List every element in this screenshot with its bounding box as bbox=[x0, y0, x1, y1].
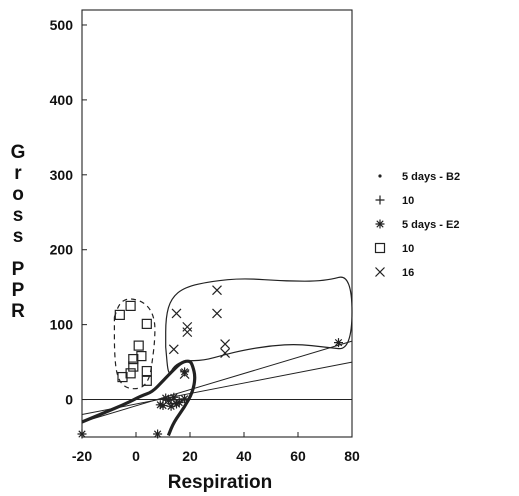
regression-line bbox=[81, 340, 353, 423]
y-tick-label: 100 bbox=[50, 317, 74, 333]
lower-envelope bbox=[81, 359, 197, 437]
y-axis-title-letter: r bbox=[14, 163, 22, 184]
data-point-square bbox=[125, 300, 136, 312]
data-point-asterisk bbox=[158, 401, 168, 411]
data-point-square bbox=[128, 361, 139, 372]
y-tick-label: 0 bbox=[65, 392, 73, 408]
x-tick-label: 80 bbox=[344, 448, 360, 464]
data-point-x bbox=[182, 321, 193, 332]
y-axis-title-letter: o bbox=[12, 184, 24, 205]
y-axis-title-letter: P bbox=[12, 259, 25, 280]
dashed-envelope bbox=[113, 298, 156, 390]
legend-marker-plus bbox=[375, 195, 385, 205]
data-point-x bbox=[171, 308, 182, 319]
y-axis-title-letter: s bbox=[13, 226, 24, 247]
y-tick-label: 300 bbox=[50, 167, 74, 183]
legend-label: 16 bbox=[402, 267, 414, 279]
data-point-square bbox=[133, 340, 144, 351]
data-point-x bbox=[168, 344, 179, 355]
data-point-x bbox=[220, 348, 231, 359]
plot-frame bbox=[81, 9, 353, 438]
data-point-square bbox=[128, 353, 139, 365]
regression-line bbox=[81, 361, 353, 416]
data-point-square bbox=[117, 371, 128, 383]
data-point-asterisk bbox=[180, 394, 190, 404]
legend-marker-x bbox=[375, 267, 385, 277]
data-point-asterisk bbox=[174, 398, 184, 408]
data-point-x bbox=[182, 327, 193, 338]
x-tick-label: 20 bbox=[182, 448, 198, 464]
legend-marker-asterisk bbox=[375, 219, 385, 229]
data-point-square bbox=[141, 375, 152, 386]
data-point-x bbox=[212, 308, 222, 319]
data-point-asterisk bbox=[169, 392, 179, 402]
x-tick-label: 0 bbox=[132, 448, 140, 464]
data-point-asterisk bbox=[153, 429, 163, 439]
data-point-asterisk bbox=[180, 367, 190, 377]
data-point-square bbox=[141, 318, 152, 329]
x-tick-label: -20 bbox=[72, 448, 92, 464]
data-point-asterisk bbox=[334, 338, 343, 348]
data-point-square bbox=[141, 365, 152, 377]
y-tick-label: 500 bbox=[50, 17, 74, 33]
data-point-asterisk bbox=[163, 395, 173, 405]
data-point-asterisk bbox=[172, 399, 181, 409]
x-axis-title: Respiration bbox=[168, 472, 273, 493]
legend-label: 5 days - E2 bbox=[402, 219, 459, 231]
legend-label: 10 bbox=[402, 243, 414, 255]
legend-label: 10 bbox=[402, 195, 414, 207]
y-axis-title-letter: s bbox=[13, 205, 24, 226]
y-tick-label: 200 bbox=[50, 242, 74, 258]
y-axis-title-letter: G bbox=[11, 142, 26, 163]
y-axis-title-letter: R bbox=[11, 301, 25, 322]
legend-marker-square bbox=[374, 242, 386, 254]
legend-marker-dot bbox=[378, 174, 382, 178]
x-tick-label: 60 bbox=[290, 448, 306, 464]
data-point-x bbox=[212, 285, 222, 296]
legend-label: 5 days - B2 bbox=[402, 171, 460, 183]
data-point-asterisk bbox=[166, 401, 176, 411]
data-point-square bbox=[136, 350, 147, 362]
data-point-asterisk bbox=[155, 400, 165, 410]
x-tick-label: 40 bbox=[236, 448, 252, 464]
data-point-square bbox=[114, 309, 125, 320]
data-point-x bbox=[220, 339, 231, 350]
data-point-asterisk bbox=[77, 429, 87, 439]
y-tick-label: 400 bbox=[50, 92, 74, 108]
upper-envelope bbox=[165, 276, 353, 374]
data-point-x bbox=[179, 369, 190, 379]
y-axis-title-letter: P bbox=[12, 280, 25, 301]
data-point-square bbox=[125, 368, 136, 379]
